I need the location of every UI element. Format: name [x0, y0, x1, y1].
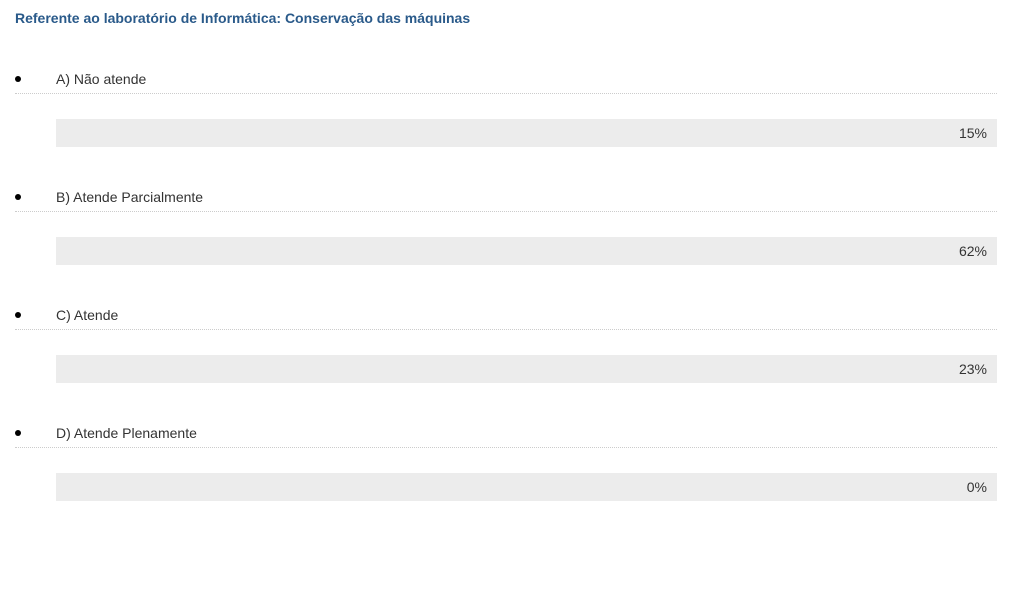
bullet-icon	[15, 76, 21, 82]
item-row: A) Não atende	[15, 71, 997, 94]
item-row: B) Atende Parcialmente	[15, 189, 997, 212]
bullet-icon	[15, 312, 21, 318]
item-row: D) Atende Plenamente	[15, 425, 997, 448]
item-row: C) Atende	[15, 307, 997, 330]
bar-container: 23%	[56, 355, 997, 383]
survey-item: D) Atende Plenamente 0%	[15, 425, 997, 501]
bullet-icon	[15, 430, 21, 436]
page-title: Referente ao laboratório de Informática:…	[15, 10, 997, 26]
item-label: C) Atende	[56, 307, 118, 323]
bar-container: 0%	[56, 473, 997, 501]
result-bar: 15%	[56, 119, 997, 147]
bullet-icon	[15, 194, 21, 200]
bar-value: 15%	[959, 125, 987, 141]
result-bar: 23%	[56, 355, 997, 383]
item-label: B) Atende Parcialmente	[56, 189, 203, 205]
survey-item: A) Não atende 15%	[15, 71, 997, 147]
item-label: A) Não atende	[56, 71, 146, 87]
bar-container: 15%	[56, 119, 997, 147]
bar-value: 0%	[967, 479, 987, 495]
survey-item: B) Atende Parcialmente 62%	[15, 189, 997, 265]
bar-container: 62%	[56, 237, 997, 265]
result-bar: 62%	[56, 237, 997, 265]
bar-value: 23%	[959, 361, 987, 377]
bar-value: 62%	[959, 243, 987, 259]
item-label: D) Atende Plenamente	[56, 425, 197, 441]
result-bar: 0%	[56, 473, 997, 501]
survey-item: C) Atende 23%	[15, 307, 997, 383]
